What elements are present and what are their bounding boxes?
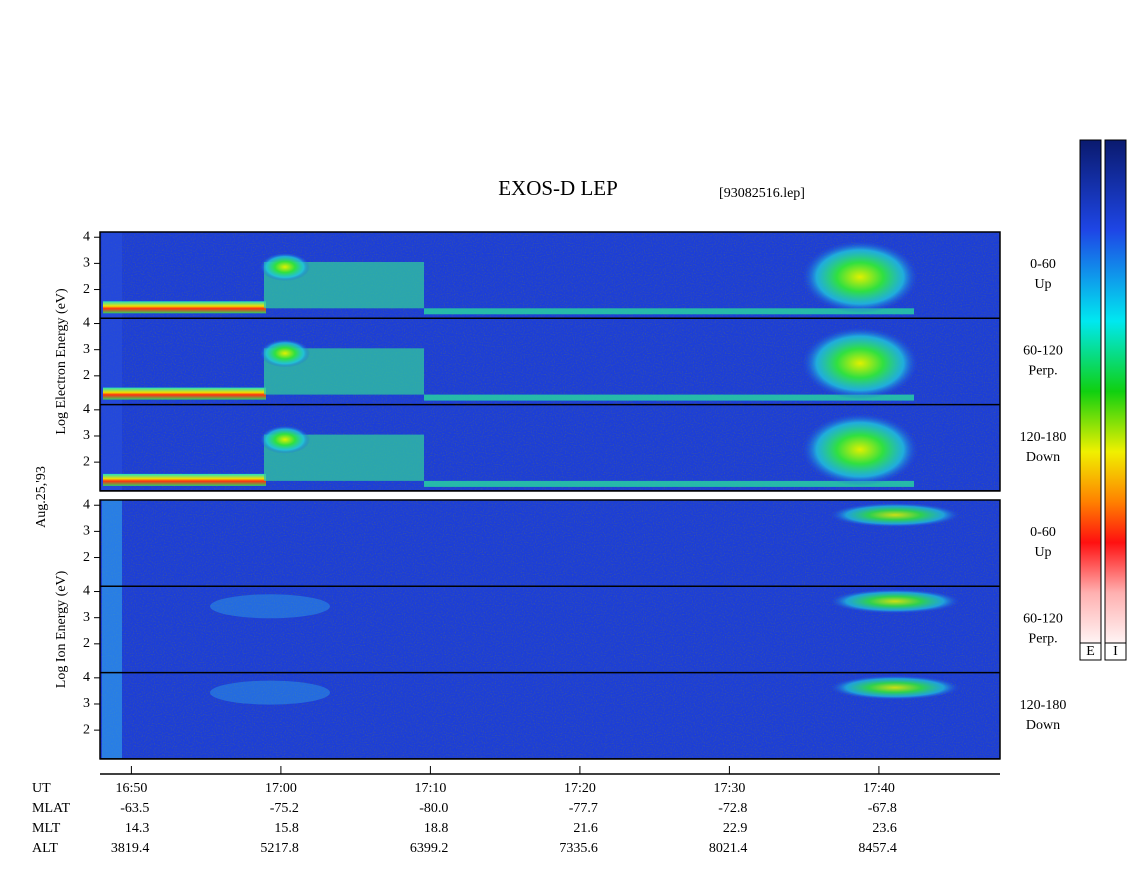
colorbar-label: E [1086, 644, 1095, 659]
y-tick-label: 3 [83, 524, 90, 539]
panel-label: 60-120 [1023, 612, 1063, 627]
panel-label: 0-60 [1030, 525, 1056, 540]
colorbar-i [1104, 139, 1127, 644]
ephemeris-label: MLT [32, 821, 61, 836]
colorbar-box [1079, 642, 1102, 661]
edge-glow [102, 232, 122, 491]
ephemeris-label: ALT [32, 841, 58, 856]
ephemeris-value: 22.9 [723, 821, 748, 836]
noise [100, 500, 1000, 759]
spectral-blob [260, 253, 310, 281]
y-tick-label: 3 [83, 610, 90, 625]
ephemeris-value: -72.8 [718, 801, 747, 816]
y-tick-label: 4 [83, 316, 90, 331]
spectral-blob [830, 503, 960, 527]
panel-label: Down [1026, 450, 1060, 465]
spectral-band [103, 387, 266, 400]
y-tick-label: 2 [83, 282, 90, 297]
spectral-blob [260, 339, 310, 368]
colorbar-box [1104, 642, 1127, 661]
y-tick-label: 2 [83, 722, 90, 737]
colorbar-e [1079, 139, 1102, 644]
y-tick-label: 3 [83, 342, 90, 357]
y-axis-label: Log Electron Energy (eV) [54, 288, 69, 435]
spectral-blob [802, 241, 918, 313]
panel-label: Perp. [1028, 632, 1057, 647]
panel-group-border [99, 499, 1001, 760]
x-tick-label: 17:40 [863, 781, 895, 796]
y-tick-label: 3 [83, 428, 90, 443]
panel-label: 60-120 [1023, 344, 1063, 359]
y-axis-label: Log Ion Energy (eV) [54, 570, 69, 688]
x-tick-label: 17:10 [414, 781, 446, 796]
ephemeris-value: 6399.2 [410, 841, 449, 856]
panel-label: Up [1034, 545, 1051, 560]
x-tick-label: 17:20 [564, 781, 596, 796]
y-tick-label: 2 [83, 550, 90, 565]
panel-group-border [99, 231, 1001, 492]
x-tick-label: 17:00 [265, 781, 297, 796]
ephemeris-value: 14.3 [125, 821, 150, 836]
spectral-band [424, 308, 914, 315]
edge-glow [102, 500, 122, 759]
spectral-blob [830, 589, 960, 614]
spectral-blob [802, 413, 918, 486]
date-label: Aug.25,'93 [34, 466, 49, 528]
spectral-band [103, 301, 266, 314]
ephemeris-value: 7335.6 [559, 841, 598, 856]
y-tick-label: 4 [83, 229, 90, 244]
ephemeris-value: 21.6 [573, 821, 598, 836]
ephemeris-value: -63.5 [120, 801, 149, 816]
chart-title: EXOS-D LEP [498, 176, 618, 200]
spectral-blob [210, 594, 330, 619]
spectral-band [424, 394, 914, 401]
ephemeris-value: 3819.4 [111, 841, 150, 856]
ephemeris-label: UT [32, 781, 51, 796]
panel-label: 120-180 [1020, 430, 1067, 445]
spectral-blob [210, 680, 330, 705]
panel-label: 120-180 [1020, 698, 1067, 713]
y-tick-label: 3 [83, 256, 90, 271]
y-tick-label: 3 [83, 696, 90, 711]
spectral-band [103, 473, 266, 486]
spectral-blob [802, 327, 918, 400]
ephemeris-value: -80.0 [419, 801, 448, 816]
y-tick-label: 2 [83, 368, 90, 383]
panel-label: Down [1026, 718, 1060, 733]
y-tick-label: 2 [83, 454, 90, 469]
ephemeris-value: 18.8 [424, 821, 449, 836]
spectral-blob [830, 675, 960, 700]
ephemeris-value: 15.8 [274, 821, 299, 836]
ephemeris-value: -75.2 [270, 801, 299, 816]
y-tick-label: 4 [83, 670, 90, 685]
y-tick-label: 4 [83, 402, 90, 417]
ephemeris-value: -77.7 [569, 801, 598, 816]
spectral-blob [260, 425, 310, 454]
ephemeris-label: MLAT [32, 801, 71, 816]
ephemeris-value: 8021.4 [709, 841, 748, 856]
file-name: [93082516.lep] [719, 186, 805, 201]
panel-label: Up [1034, 277, 1051, 292]
x-tick-label: 17:30 [713, 781, 745, 796]
x-tick-label: 16:50 [115, 781, 147, 796]
ephemeris-value: -67.8 [868, 801, 897, 816]
spectral-band [424, 480, 914, 487]
colorbars: E I [1079, 139, 1127, 661]
ephemeris-value: 23.6 [872, 821, 897, 836]
y-tick-label: 4 [83, 497, 90, 512]
panel-label: Perp. [1028, 364, 1057, 379]
ephemeris-value: 5217.8 [260, 841, 299, 856]
y-tick-label: 4 [83, 584, 90, 599]
panel-label: 0-60 [1030, 257, 1056, 272]
colorbar-label: I [1113, 644, 1118, 659]
ephemeris-value: 8457.4 [858, 841, 897, 856]
y-tick-label: 2 [83, 636, 90, 651]
